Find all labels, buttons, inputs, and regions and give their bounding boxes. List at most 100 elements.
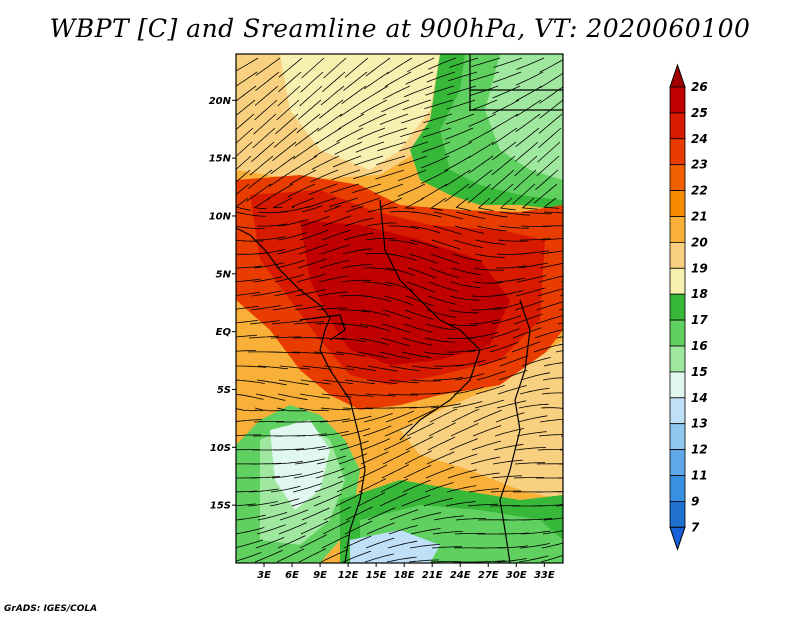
streamline [315, 127, 342, 145]
streamline [320, 407, 351, 411]
streamline [521, 197, 538, 210]
streamline [296, 433, 327, 437]
streamline [366, 379, 397, 385]
lon-tick-label: 27E [478, 570, 499, 581]
streamline [273, 289, 304, 297]
streamline [341, 415, 372, 423]
streamline [308, 183, 338, 195]
lon-tick-label: 12E [338, 570, 359, 581]
streamline [297, 258, 327, 269]
streamline [300, 379, 331, 385]
streamline [386, 57, 413, 75]
streamline [446, 485, 477, 493]
streamline [274, 448, 305, 451]
streamline [236, 85, 257, 102]
streamline [250, 305, 281, 311]
streamline [380, 478, 409, 493]
streamline [404, 309, 434, 320]
streamline [236, 155, 252, 170]
streamline [341, 85, 367, 105]
streamline [301, 365, 332, 370]
streamline [367, 207, 398, 213]
streamline [423, 113, 453, 124]
streamline [360, 309, 391, 317]
streamline [342, 248, 373, 255]
streamline [386, 253, 417, 261]
streamline [474, 253, 505, 258]
streamline [520, 225, 551, 227]
streamline [367, 365, 398, 372]
streamline [236, 503, 256, 507]
streamline [332, 155, 362, 168]
streamline [361, 295, 392, 302]
streamline [494, 428, 525, 437]
streamline [493, 57, 523, 68]
streamline [358, 478, 387, 493]
streamline [555, 504, 563, 507]
streamline [514, 141, 539, 162]
streamline [514, 300, 544, 311]
streamline [430, 197, 447, 211]
streamline [320, 85, 345, 106]
streamline [313, 351, 344, 356]
streamline [399, 141, 429, 152]
streamline [381, 323, 411, 333]
streamline [251, 290, 282, 297]
streamline [345, 506, 374, 521]
streamline [236, 365, 267, 368]
streamline [539, 99, 563, 119]
streamline [236, 127, 254, 144]
streamline [387, 540, 418, 549]
streamline [444, 183, 470, 202]
streamline [298, 420, 329, 423]
streamline [516, 431, 547, 437]
streamline [405, 71, 434, 85]
streamline [376, 155, 406, 166]
streamline [236, 197, 251, 211]
streamline [323, 205, 342, 213]
streamline [470, 71, 500, 82]
streamline [499, 355, 529, 367]
streamline [379, 351, 410, 359]
streamline [271, 320, 302, 325]
streamline [266, 183, 294, 200]
streamline [497, 239, 529, 242]
lon-tick-label: 33E [534, 570, 555, 581]
streamline [236, 408, 263, 412]
streamline [341, 264, 372, 269]
streamline [566, 212, 596, 213]
colorbar-bottom-triangle [669, 526, 686, 551]
streamline [357, 127, 386, 140]
streamline [273, 127, 298, 148]
streamline [268, 169, 295, 187]
streamlines [236, 57, 596, 563]
streamline [335, 351, 366, 357]
streamline [543, 362, 563, 367]
streamline [236, 291, 260, 296]
streamline [387, 239, 418, 245]
streamline [389, 365, 420, 372]
streamline [388, 524, 418, 535]
streamline [388, 225, 419, 230]
streamline [515, 85, 543, 102]
streamline [540, 407, 563, 409]
streamline [519, 387, 550, 395]
streamline [447, 469, 477, 479]
streamline [363, 267, 394, 271]
streamline [236, 278, 261, 283]
streamline [236, 169, 251, 183]
streamline [272, 304, 303, 311]
streamline [423, 351, 454, 355]
streamline [492, 302, 523, 311]
streamline [277, 85, 301, 107]
streamline [432, 225, 462, 235]
streamline [407, 57, 435, 73]
streamline [345, 365, 376, 372]
streamline [515, 113, 541, 133]
streamline [445, 113, 475, 125]
streamline [256, 524, 286, 535]
streamline [276, 99, 300, 121]
streamline [343, 71, 368, 91]
streamline [321, 534, 350, 549]
colorbar-label: 19 [691, 261, 708, 275]
